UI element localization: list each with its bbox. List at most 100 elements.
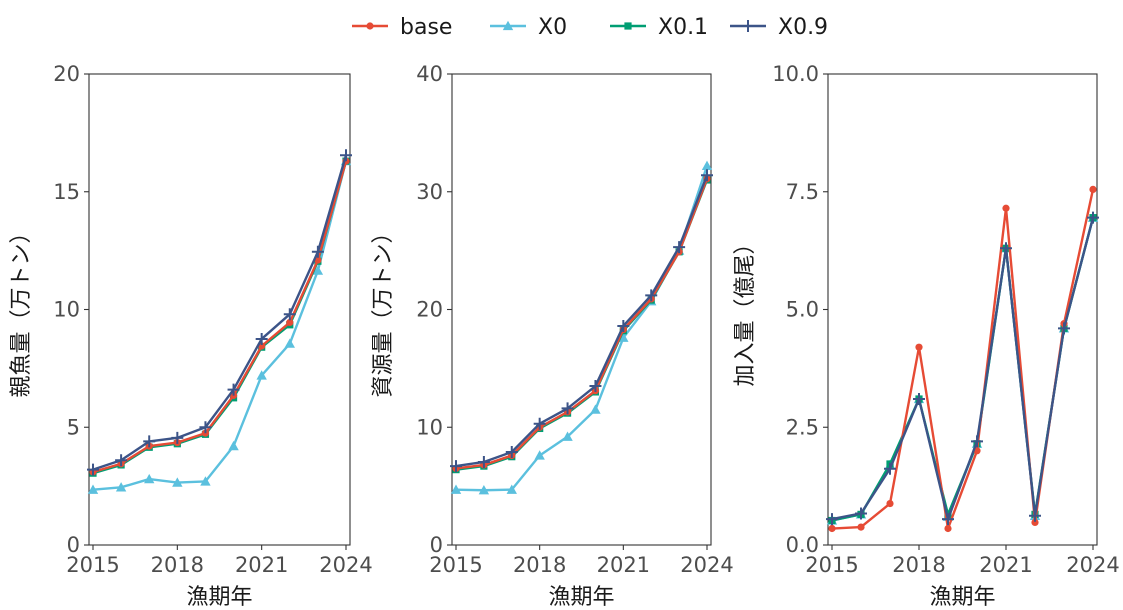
series-line-X0.9 [455,174,709,468]
x-tick-label: 2021 [235,553,288,577]
series-base [89,157,350,476]
legend-key-X0: X0 [490,15,567,40]
series-base [452,175,711,473]
data-point-base [1089,185,1097,193]
y-tick-label: 5.0 [786,298,819,322]
data-point-base [828,524,836,533]
y-tick-label: 40 [416,62,443,86]
data-point-X0 [506,484,517,494]
x-tick-label: 2018 [513,553,566,577]
data-point-X0.9 [561,402,574,415]
y-axis-title: 親魚量（万トン） [9,221,34,397]
data-point-X0.9 [311,245,324,258]
x-axis-title: 漁期年 [186,585,252,610]
legend-marker-base [366,22,374,30]
data-point-X0.9 [450,460,462,473]
data-point-X0.9 [645,289,658,302]
legend-key-X0.9: X0.9 [730,15,828,40]
data-point-X0 [312,265,324,275]
data-point-base [286,318,294,327]
series-line-X0 [455,165,709,492]
series-line-X0.1 [831,217,1095,522]
series-X0.1 [452,176,711,474]
x-tick-label: 2021 [979,553,1032,577]
data-point-X0.9 [143,435,156,448]
data-point-X0.9 [913,392,925,405]
x-tick-label: 2018 [151,553,204,577]
x-tick-label: 2024 [1066,553,1119,577]
data-point-X0 [701,160,713,171]
data-point-X0.9 [171,431,184,444]
y-axis-title: 加入量（億尾） [733,232,758,386]
data-point-X0.9 [87,463,99,476]
plot-frame [88,73,351,546]
y-tick-label: 20 [416,298,443,322]
x-tick-label: 2015 [429,553,482,577]
data-point-X0 [200,476,211,486]
data-point-X0.9 [884,462,896,475]
series-line-X0.1 [92,160,348,475]
series-X0.9 [826,211,1099,526]
y-tick-label: 10.0 [772,62,819,86]
series-X0.1 [89,157,350,477]
series-X0.9 [450,169,713,473]
panel-spawning-biomass: 0 5 10 15 20 2015 2018 2021 2024 漁期年 親魚量（万トン） [9,62,373,610]
data-point-X0.9 [589,380,602,393]
data-point-X0 [228,440,239,451]
y-tick-label: 2.5 [786,415,819,439]
y-tick-label: 0.0 [786,533,819,557]
data-point-X0.9 [673,241,686,254]
data-point-X0 [115,482,127,492]
x-tick-label: 2024 [319,553,372,577]
data-point-X0.9 [1000,242,1012,255]
panel-stock-biomass: 0 10 20 30 40 2015 2018 2021 2024 漁期年 資源量（万トン） [371,62,734,610]
legend-label-base: base [400,15,452,40]
legend-label-X0: X0 [538,15,567,40]
series-line-base [455,178,709,470]
legend-label-X0.1: X0.1 [658,15,708,40]
data-point-X0.9 [115,454,128,467]
legend: base X0 X0.1 X0.9 [352,15,828,40]
plot-frame [827,73,1098,546]
data-point-X0.9 [533,417,546,430]
plot-frame [451,73,712,546]
series-X0 [87,155,352,494]
y-tick-label: 5 [67,415,80,439]
data-point-X0.9 [283,308,296,321]
data-point-X0 [172,477,183,487]
data-point-base [857,523,865,531]
series-line-X0 [831,217,1095,522]
data-point-X0.9 [477,455,490,468]
y-tick-label: 0 [67,533,80,557]
data-point-X0.9 [855,507,867,520]
data-point-X0.9 [1029,509,1041,522]
y-tick-label: 10 [416,415,443,439]
data-point-X0 [256,370,267,380]
legend-marker-X0.9 [742,20,754,32]
series-X0 [450,160,713,495]
y-axis-title: 資源量（万トン） [371,221,396,397]
data-point-X0 [618,332,629,342]
x-tick-label: 2021 [597,553,650,577]
data-point-X0.9 [505,445,518,458]
data-point-X0.9 [227,383,240,396]
data-point-X0.9 [701,169,713,182]
data-point-X0 [450,484,462,494]
data-point-base [1002,204,1010,212]
y-tick-label: 0 [430,533,443,557]
series-line-X0.9 [92,154,348,471]
x-tick-label: 2015 [66,553,119,577]
data-point-base [886,499,894,508]
x-axis-title: 漁期年 [929,585,995,610]
y-tick-label: 10 [53,298,80,322]
data-point-X0 [562,431,573,441]
panel-recruitment: 0.0 2.5 5.0 7.5 10.0 2015 2018 2021 2024 漁期年 加入量（億… [733,62,1120,610]
data-point-X0.9 [1058,322,1070,335]
series-line-base [92,160,348,474]
y-tick-label: 15 [53,180,80,204]
data-point-X0 [87,484,99,494]
data-point-base [1031,518,1039,526]
legend-key-X0.1: X0.1 [610,15,708,40]
x-tick-label: 2015 [805,553,858,577]
data-point-X0 [478,485,490,495]
